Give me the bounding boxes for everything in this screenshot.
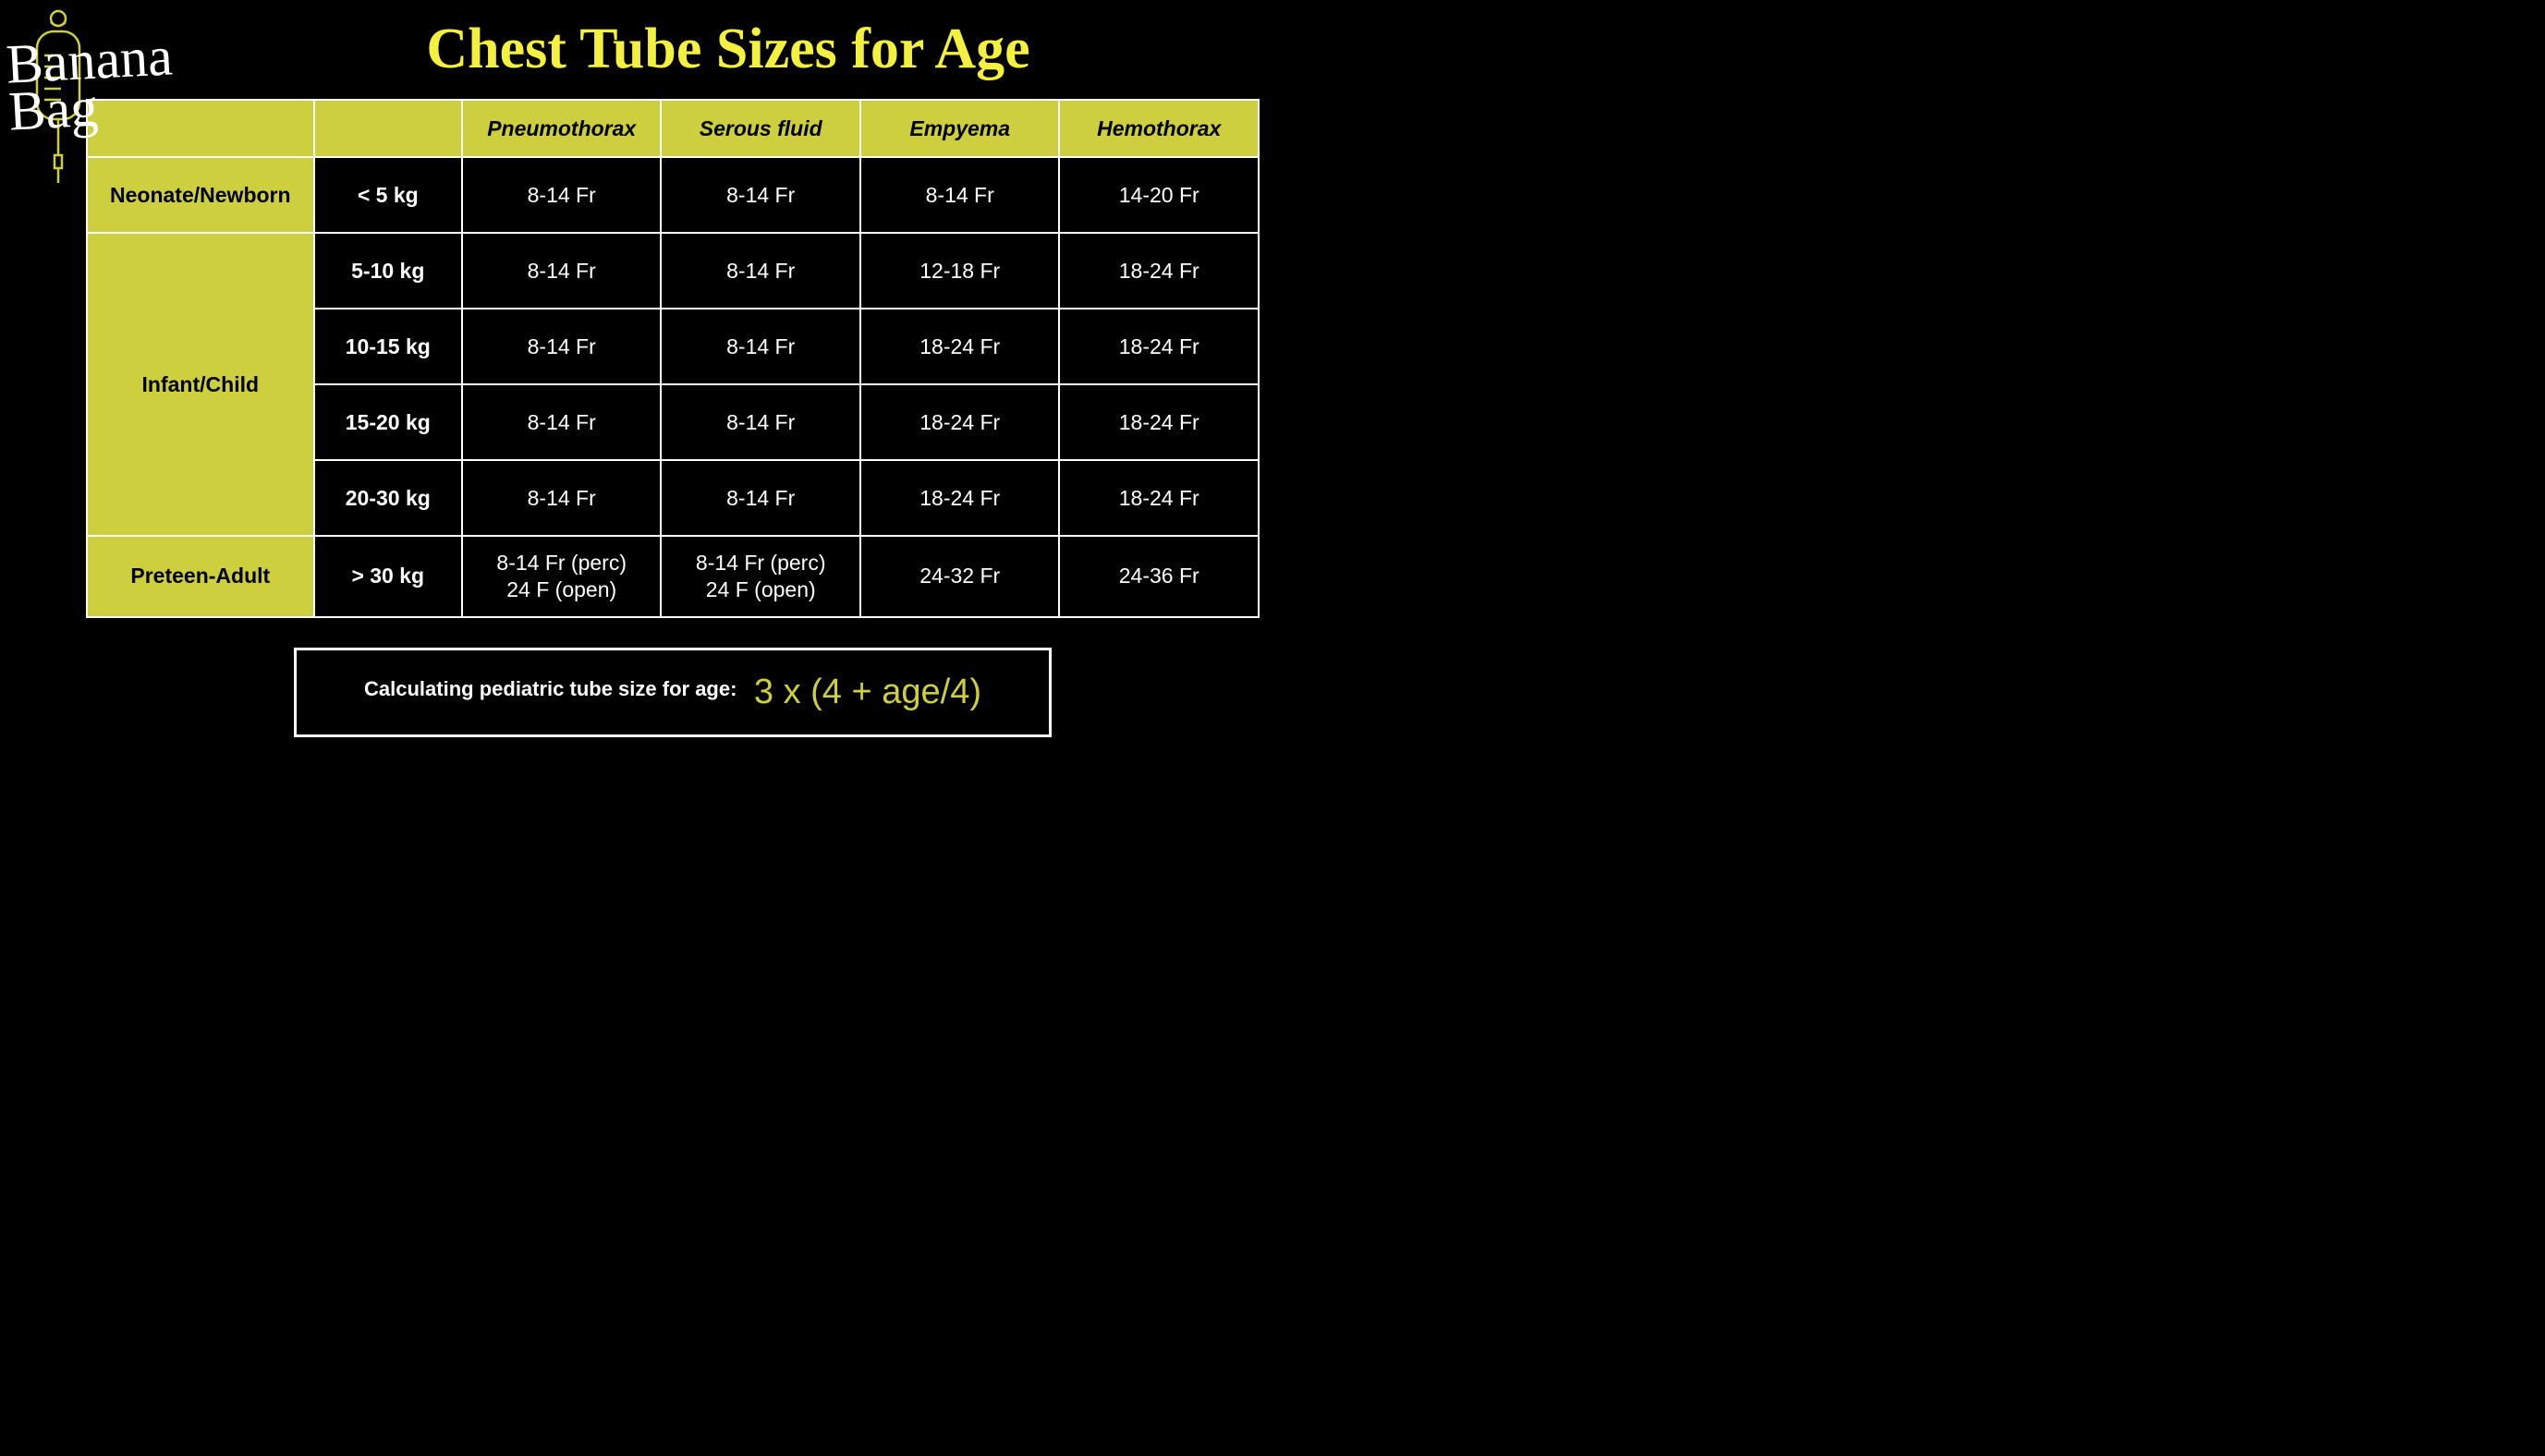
value-cell: 8-14 Fr: [462, 309, 662, 384]
page-title: Chest Tube Sizes for Age: [111, 0, 1346, 99]
header-blank-2: [314, 100, 462, 157]
formula-box: Calculating pediatric tube size for age:…: [294, 648, 1052, 737]
weight-cell: 15-20 kg: [314, 384, 462, 460]
value-cell: 8-14 Fr: [462, 233, 662, 309]
table-row: Infant/Child 5-10 kg 8-14 Fr 8-14 Fr 12-…: [87, 233, 1259, 309]
group-preteen-adult: Preteen-Adult: [87, 536, 314, 617]
value-cell: 24-32 Fr: [860, 536, 1060, 617]
value-cell: 18-24 Fr: [1059, 460, 1259, 536]
value-cell: 8-14 Fr: [462, 384, 662, 460]
weight-cell: 5-10 kg: [314, 233, 462, 309]
value-cell: 8-14 Fr: [661, 384, 860, 460]
value-cell: 24-36 Fr: [1059, 536, 1259, 617]
value-cell: 8-14 Fr: [462, 460, 662, 536]
value-cell: 8-14 Fr: [661, 157, 860, 233]
weight-cell: 20-30 kg: [314, 460, 462, 536]
value-cell: 8-14 Fr (perc) 24 F (open): [661, 536, 860, 617]
value-cell: 8-14 Fr: [860, 157, 1060, 233]
header-pneumothorax: Pneumothorax: [462, 100, 662, 157]
weight-cell: < 5 kg: [314, 157, 462, 233]
value-cell: 18-24 Fr: [860, 309, 1060, 384]
value-cell: 8-14 Fr (perc) 24 F (open): [462, 536, 662, 617]
brand-logo: Banana Bag: [7, 9, 146, 194]
value-cell: 8-14 Fr: [462, 157, 662, 233]
value-cell: 12-18 Fr: [860, 233, 1060, 309]
header-empyema: Empyema: [860, 100, 1060, 157]
formula-expression: 3 x (4 + age/4): [754, 673, 981, 711]
value-cell: 14-20 Fr: [1059, 157, 1259, 233]
value-cell: 8-14 Fr: [661, 460, 860, 536]
value-cell: 8-14 Fr: [661, 233, 860, 309]
weight-cell: 10-15 kg: [314, 309, 462, 384]
table-header-row: Pneumothorax Serous fluid Empyema Hemoth…: [87, 100, 1259, 157]
weight-cell: > 30 kg: [314, 536, 462, 617]
formula-label: Calculating pediatric tube size for age:: [364, 677, 737, 700]
header-serous: Serous fluid: [661, 100, 860, 157]
value-cell: 18-24 Fr: [860, 460, 1060, 536]
value-cell: 18-24 Fr: [1059, 233, 1259, 309]
value-cell: 18-24 Fr: [1059, 309, 1259, 384]
brand-text: Banana Bag: [5, 32, 176, 135]
header-hemothorax: Hemothorax: [1059, 100, 1259, 157]
brand-line2: Bag: [7, 79, 176, 135]
table-row: Preteen-Adult > 30 kg 8-14 Fr (perc) 24 …: [87, 536, 1259, 617]
value-cell: 18-24 Fr: [1059, 384, 1259, 460]
table-row: Neonate/Newborn < 5 kg 8-14 Fr 8-14 Fr 8…: [87, 157, 1259, 233]
group-infant-child: Infant/Child: [87, 233, 314, 536]
chest-tube-table: Pneumothorax Serous fluid Empyema Hemoth…: [86, 99, 1260, 618]
value-cell: 18-24 Fr: [860, 384, 1060, 460]
value-cell: 8-14 Fr: [661, 309, 860, 384]
